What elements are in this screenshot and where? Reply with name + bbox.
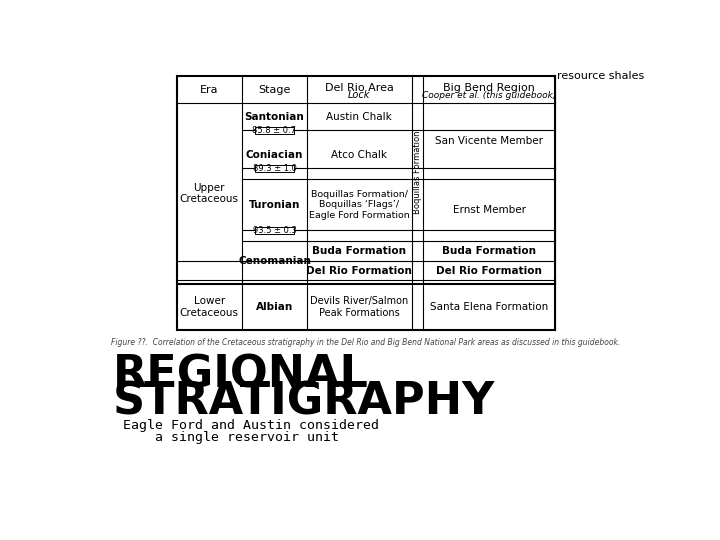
Text: Eagle Ford and Austin considered: Eagle Ford and Austin considered (122, 419, 379, 432)
Bar (177, 76, 555, 330)
Text: Del Rio Formation: Del Rio Formation (436, 266, 542, 276)
Text: Atco Chalk: Atco Chalk (331, 150, 387, 160)
Text: Upper
Cretaceous: Upper Cretaceous (180, 183, 239, 205)
Text: 93.5 ± 0.3: 93.5 ± 0.3 (253, 226, 297, 235)
Text: Buda Formation: Buda Formation (312, 246, 406, 256)
Text: Figure ??.  Correlation of the Cretaceous stratigraphy in the Del Rio and Big Be: Figure ??. Correlation of the Cretaceous… (112, 338, 621, 347)
Text: Turonian: Turonian (249, 200, 300, 210)
Text: Albian: Albian (256, 302, 293, 312)
Text: a single reservoir unit: a single reservoir unit (122, 430, 338, 443)
Text: Buda Formation: Buda Formation (442, 246, 536, 256)
Bar (255, 165, 294, 172)
Text: Era: Era (200, 85, 219, 95)
Bar (255, 227, 294, 234)
Text: 85.8 ± 0.7: 85.8 ± 0.7 (253, 126, 297, 135)
Text: Stage: Stage (258, 85, 291, 95)
Text: Santonian: Santonian (245, 112, 305, 122)
Text: Boquillas Formation: Boquillas Formation (413, 131, 422, 214)
Text: resource shales: resource shales (557, 71, 644, 81)
Text: Del Rio Formation: Del Rio Formation (307, 266, 413, 276)
Text: Cenomanian: Cenomanian (238, 255, 311, 266)
Text: Boquillas Formation/
Boquillas ‘Flags’/
Eagle Ford Formation: Boquillas Formation/ Boquillas ‘Flags’/ … (309, 190, 410, 220)
Text: Ernst Member: Ernst Member (453, 205, 526, 215)
Text: San Vicente Member: San Vicente Member (435, 137, 543, 146)
Text: Lower
Cretaceous: Lower Cretaceous (180, 296, 239, 318)
Text: Big Bend Region: Big Bend Region (444, 83, 535, 92)
Text: Cooper et al. (this guidebook): Cooper et al. (this guidebook) (422, 91, 557, 100)
Text: REGIONAL: REGIONAL (113, 354, 369, 396)
Text: Austin Chalk: Austin Chalk (326, 112, 392, 122)
Bar (255, 127, 294, 134)
Text: Devils River/Salmon
Peak Formations: Devils River/Salmon Peak Formations (310, 296, 408, 318)
Text: Santa Elena Formation: Santa Elena Formation (430, 302, 548, 312)
Text: 89.3 ± 1.0: 89.3 ± 1.0 (253, 164, 297, 173)
Text: STRATIGRAPHY: STRATIGRAPHY (113, 381, 495, 423)
Text: Lock: Lock (348, 90, 371, 100)
Text: Coniacian: Coniacian (246, 150, 303, 160)
Text: Del Rio Area: Del Rio Area (325, 83, 394, 92)
